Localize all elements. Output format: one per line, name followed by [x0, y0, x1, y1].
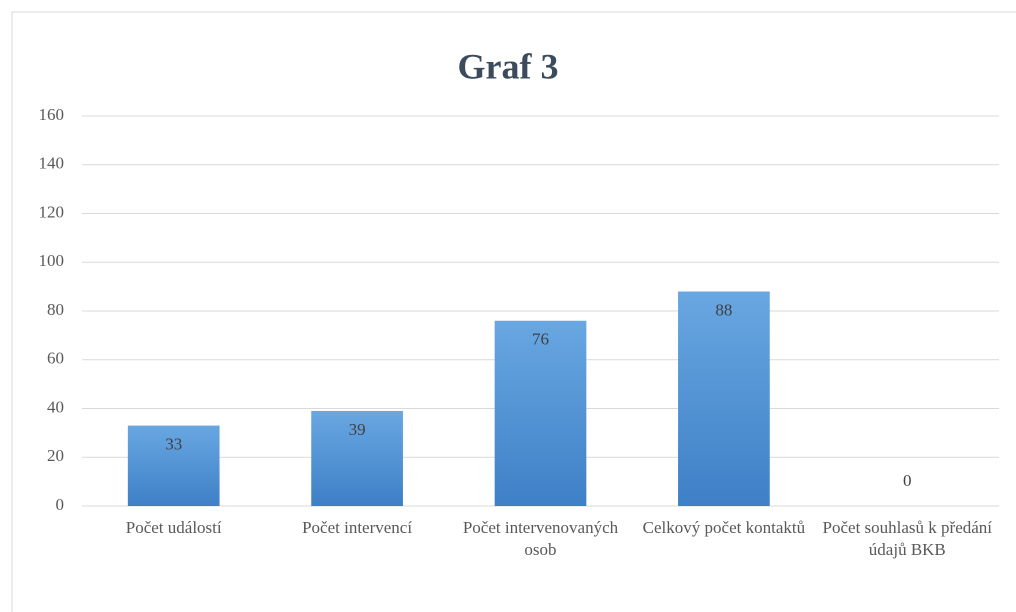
y-tick-label: 80 [47, 300, 64, 319]
y-tick-label: 160 [39, 105, 65, 124]
x-tick-label: Celkový počet kontaktů [642, 518, 806, 537]
data-label: 33 [165, 434, 182, 453]
chart-title: Graf 3 [458, 46, 559, 86]
chart-border [11, 11, 1016, 612]
y-tick-label: 60 [47, 349, 64, 368]
y-tick-label: 120 [39, 202, 65, 221]
y-tick-label: 140 [39, 154, 65, 173]
data-label: 39 [349, 420, 366, 439]
bar [311, 410, 403, 506]
bar [494, 320, 587, 506]
y-tick-label: 100 [39, 251, 65, 270]
bar [127, 425, 220, 506]
y-tick-label: 0 [56, 495, 65, 514]
y-tick-label: 20 [47, 446, 64, 465]
x-tick-label: Počet intervenovaných osob [462, 518, 619, 559]
data-label: 88 [715, 300, 732, 319]
bar [678, 291, 770, 506]
data-label: 0 [903, 471, 912, 490]
x-tick-label: Počet intervencí [302, 518, 413, 537]
x-tick-label: Počet událostí [125, 518, 222, 537]
y-tick-label: 40 [47, 397, 64, 416]
x-tick-label: Počet souhlasů k předání údajů BKB [822, 518, 993, 559]
data-label: 76 [532, 330, 549, 349]
